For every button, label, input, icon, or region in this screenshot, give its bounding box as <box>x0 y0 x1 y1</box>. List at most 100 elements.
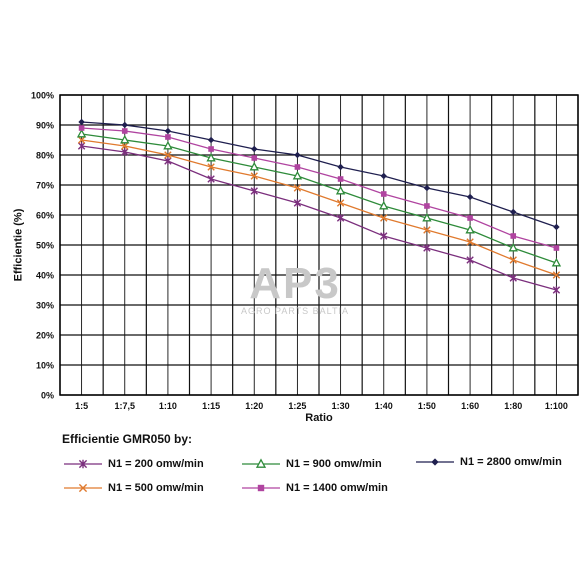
data-point <box>77 136 86 144</box>
data-point <box>207 136 215 144</box>
data-point <box>423 184 431 192</box>
data-point <box>380 172 387 180</box>
y-tick-label: 60% <box>36 211 54 221</box>
y-tick-label: 30% <box>36 301 54 311</box>
y-tick-label: 80% <box>36 151 54 161</box>
data-point <box>207 163 215 171</box>
data-point <box>77 142 86 150</box>
y-axis-label: Efficientie (%) <box>12 208 25 282</box>
data-point <box>553 245 560 251</box>
data-point <box>165 134 171 140</box>
data-point <box>553 223 560 231</box>
x-tick-label: 1:10 <box>159 401 177 411</box>
data-point <box>293 184 302 192</box>
x-tick-label: 1:15 <box>202 401 220 411</box>
data-point <box>466 256 474 264</box>
data-point <box>250 172 258 180</box>
data-point <box>121 148 129 156</box>
x-tick-label: 1:7,5 <box>114 401 135 411</box>
data-point <box>423 244 431 252</box>
data-point <box>335 185 346 195</box>
data-point <box>509 256 517 264</box>
data-point <box>208 146 214 152</box>
data-point <box>423 226 431 234</box>
data-point <box>251 155 258 161</box>
data-point <box>337 163 344 171</box>
data-point <box>552 286 561 294</box>
series-line <box>81 139 557 276</box>
data-point <box>336 214 345 222</box>
data-point <box>163 140 173 150</box>
data-point <box>508 242 518 252</box>
series-line <box>81 145 557 291</box>
y-tick-label: 10% <box>36 361 54 371</box>
series-line <box>81 127 557 249</box>
plot-frame <box>59 94 579 396</box>
x-tick-label: 1:30 <box>332 401 350 411</box>
series-line <box>81 133 557 264</box>
data-point <box>294 151 301 159</box>
data-point <box>510 233 517 239</box>
data-point <box>510 208 517 216</box>
data-point <box>379 200 389 210</box>
data-point <box>164 151 172 159</box>
series-0 <box>77 142 561 294</box>
watermark-logo: AP3 <box>249 259 341 308</box>
data-point <box>422 212 432 222</box>
data-point <box>251 145 258 153</box>
data-point <box>164 127 172 135</box>
y-tick-label: 90% <box>36 121 54 131</box>
data-point <box>552 271 561 279</box>
x-tick-label: 1:20 <box>245 401 263 411</box>
data-point <box>467 215 473 221</box>
data-point <box>120 134 130 144</box>
data-point <box>336 199 345 207</box>
data-point <box>292 170 303 180</box>
data-point <box>466 193 474 201</box>
x-tick-label: 1:50 <box>418 401 436 411</box>
x-tick-label: 1:100 <box>545 401 568 411</box>
data-point <box>380 214 388 222</box>
data-point <box>293 199 302 207</box>
x-tick-label: 1:60 <box>461 401 479 411</box>
data-point <box>78 125 85 131</box>
data-point <box>164 157 172 165</box>
data-point <box>294 164 301 170</box>
data-point <box>121 121 128 129</box>
x-tick-label: 1:80 <box>504 401 522 411</box>
data-point <box>465 224 475 234</box>
watermark-text: AGRO PARTS BALTIA <box>240 306 350 316</box>
data-point <box>207 175 215 183</box>
series-line <box>81 121 557 228</box>
legend-title: Efficientie GMR050 by: <box>62 432 193 446</box>
data-point <box>121 142 129 150</box>
data-point <box>380 232 388 240</box>
data-point <box>250 187 258 195</box>
data-point <box>380 191 387 197</box>
watermark: AP3 AGRO PARTS BALTIA <box>230 259 360 317</box>
data-point <box>121 128 128 134</box>
y-tick-label: 0% <box>41 391 54 401</box>
y-tick-label: 40% <box>36 271 54 281</box>
x-tick-label: 1:40 <box>375 401 393 411</box>
x-axis-label: Ratio <box>305 412 333 424</box>
x-tick-label: 1:25 <box>288 401 306 411</box>
data-point <box>78 118 85 126</box>
data-point <box>424 203 430 209</box>
data-point <box>337 176 344 182</box>
x-tick-label: 1:5 <box>75 401 88 411</box>
series-3 <box>78 125 560 251</box>
data-point <box>509 274 517 282</box>
y-tick-label: 20% <box>36 331 54 341</box>
data-point <box>249 161 259 171</box>
series-4 <box>78 118 560 231</box>
series-2 <box>76 128 562 267</box>
data-point <box>551 257 562 267</box>
data-point <box>466 238 474 246</box>
series-1 <box>77 136 561 279</box>
data-point <box>206 152 216 162</box>
data-point <box>76 128 87 138</box>
y-tick-label: 50% <box>36 241 54 251</box>
y-tick-label: 100% <box>31 91 54 101</box>
